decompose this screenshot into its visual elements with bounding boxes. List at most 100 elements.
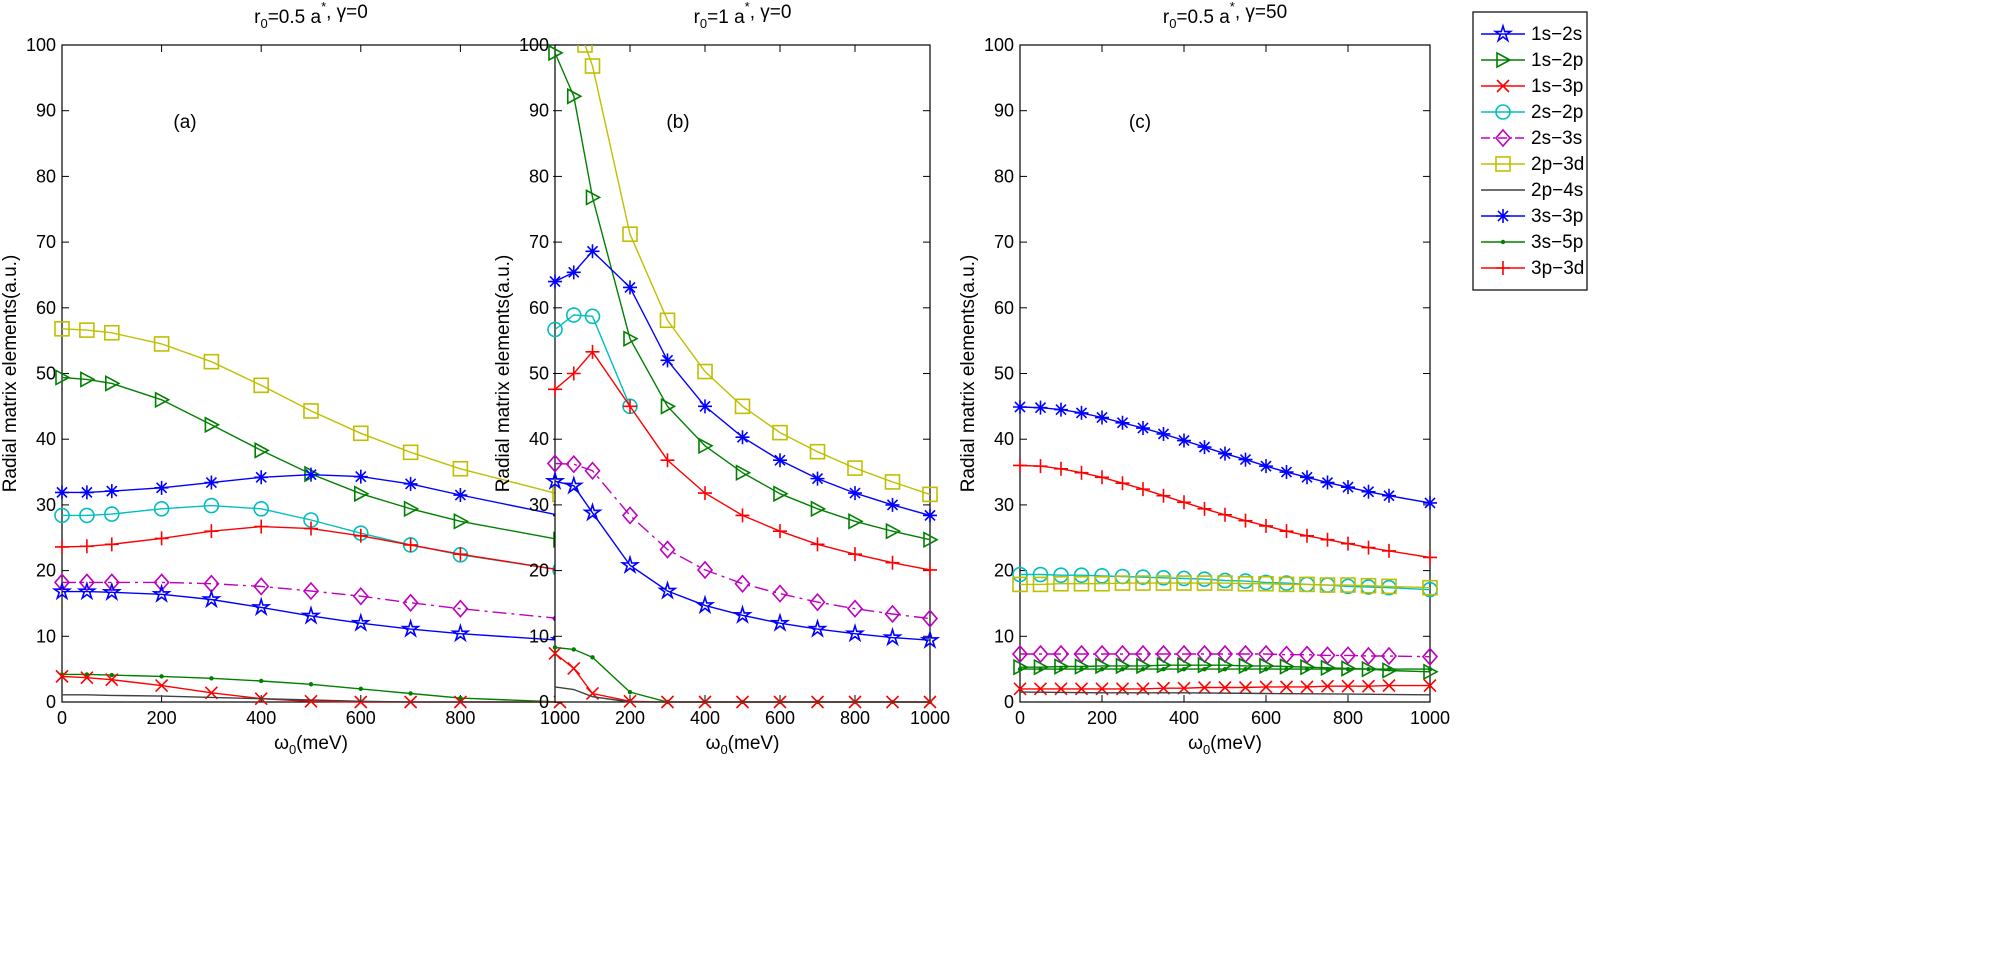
data-point-3s3p — [585, 244, 600, 259]
panel-title-suffix: , γ=50 — [1235, 2, 1287, 23]
data-point-3s3p — [254, 470, 269, 485]
panel-title-suffix: , γ=0 — [750, 2, 792, 23]
data-point-3s3p — [1177, 433, 1191, 448]
data-point-3p3d — [623, 399, 637, 414]
data-point-3p3d — [566, 366, 581, 381]
data-point-2s3s — [1421, 647, 1439, 666]
data-point-3s5p — [159, 674, 164, 679]
y-tick-label: 50 — [994, 364, 1014, 384]
data-point-3p3d — [585, 344, 600, 359]
data-point-1s2p — [403, 500, 420, 518]
legend-label: 2p−3d — [1531, 154, 1584, 175]
legend-marker — [1500, 239, 1506, 245]
data-point-1s2s — [350, 612, 371, 632]
data-point-1s2s — [844, 622, 866, 643]
data-point-1s2p — [154, 391, 171, 409]
x-axis-label-sub: 0 — [289, 742, 296, 757]
data-point-2s2p — [1012, 566, 1028, 583]
data-point-2s3s — [846, 599, 864, 618]
data-point-1s2s — [657, 580, 678, 600]
data-point-1s2s — [300, 605, 322, 625]
axes-box — [61, 44, 561, 703]
data-point-3p3d — [1177, 495, 1191, 510]
legend-marker — [1496, 261, 1510, 275]
panel-title-prefix: r — [694, 7, 701, 28]
data-point-2p3d — [922, 486, 938, 503]
data-point-3s3p — [104, 484, 119, 499]
x-tick-label: 1000 — [910, 708, 950, 728]
data-point-3s5p — [1140, 666, 1146, 672]
data-point-2s3s — [153, 573, 170, 592]
data-point-3p3d — [403, 537, 418, 552]
series-line-1s3p — [1020, 684, 1430, 690]
data-point-2s2p — [1053, 567, 1069, 583]
data-point-3s5p — [1386, 666, 1392, 672]
legend-marker — [1496, 79, 1510, 93]
legend-item-3s5p: 3s−5p — [1481, 232, 1583, 253]
data-point-2s3s — [53, 573, 71, 592]
data-point-1s3p — [1382, 679, 1396, 693]
legend-marker — [1494, 128, 1512, 148]
data-point-2p3d — [772, 424, 788, 441]
data-point-2s3s — [78, 573, 95, 592]
data-point-3p3d — [1300, 528, 1314, 543]
legend-label: 1s−2p — [1531, 50, 1583, 71]
legend-item-1s2p: 1s−2p — [1481, 50, 1583, 71]
x-tick-label: 400 — [246, 708, 276, 728]
data-point-1s2s — [545, 470, 566, 490]
data-point-1s2s — [201, 588, 222, 609]
data-point-1s3p — [1361, 679, 1376, 693]
series-line-2s3s — [1020, 653, 1431, 658]
panel-title-mid: =0.5 a — [1176, 7, 1230, 28]
data-point-3p3d — [104, 537, 119, 552]
data-point-3p3d — [773, 524, 787, 539]
x-axis-label-prefix: ω — [706, 733, 721, 754]
data-point-3s3p — [204, 475, 219, 490]
data-point-1s3p — [1341, 679, 1355, 693]
data-point-3s3p — [1361, 484, 1376, 499]
data-point-3s5p — [552, 645, 558, 650]
data-point-2s3s — [1360, 646, 1377, 666]
data-point-1s3p — [1300, 680, 1314, 694]
data-point-1s2s — [694, 594, 716, 615]
panel-title-sup: * — [321, 0, 326, 14]
data-point-2p3d — [847, 460, 863, 476]
data-point-3s5p — [1284, 666, 1289, 672]
x-axis-label-sub: 0 — [1203, 742, 1210, 757]
panel-title-sub: 0 — [700, 16, 707, 31]
x-tick-label: 1000 — [1410, 708, 1450, 728]
data-point-3s3p — [1156, 426, 1171, 441]
data-point-2p3d — [577, 45, 593, 53]
x-tick-label: 0 — [550, 708, 560, 728]
data-point-3p3d — [1341, 536, 1355, 551]
x-tick-label: 0 — [1015, 708, 1025, 728]
panel-title: r0=0.5 a*, γ=50 — [1163, 0, 1287, 31]
data-point-1s3p — [105, 673, 119, 687]
data-point-2s3s — [771, 584, 789, 603]
data-point-1s2p — [204, 416, 221, 434]
y-tick-label: 0 — [46, 692, 56, 712]
data-point-1s2p — [548, 45, 564, 62]
data-point-2p3d — [1155, 575, 1172, 591]
data-point-3s3p — [304, 467, 318, 482]
data-point-2p3d — [1319, 577, 1336, 593]
data-point-3s3p — [1341, 480, 1355, 495]
panel-annotation: (c) — [1129, 112, 1151, 133]
data-point-3s3p — [1197, 440, 1212, 455]
y-tick-label: 90 — [36, 101, 56, 121]
data-point-2p3d — [659, 312, 676, 329]
y-tick-label: 20 — [994, 561, 1014, 581]
y-tick-label: 60 — [529, 298, 549, 318]
data-point-3p3d — [735, 508, 750, 523]
data-point-2p3d — [253, 377, 269, 394]
legend-label: 3p−3d — [1531, 258, 1584, 279]
data-point-3s3p — [923, 508, 937, 523]
data-point-2p3d — [402, 444, 419, 461]
data-point-1s2s — [732, 604, 753, 624]
data-point-2s2p — [547, 321, 563, 338]
data-point-2p3d — [584, 58, 601, 74]
data-point-1s2p — [105, 375, 121, 392]
data-point-2p3d — [1278, 576, 1295, 593]
data-point-1s3p — [1279, 680, 1294, 694]
